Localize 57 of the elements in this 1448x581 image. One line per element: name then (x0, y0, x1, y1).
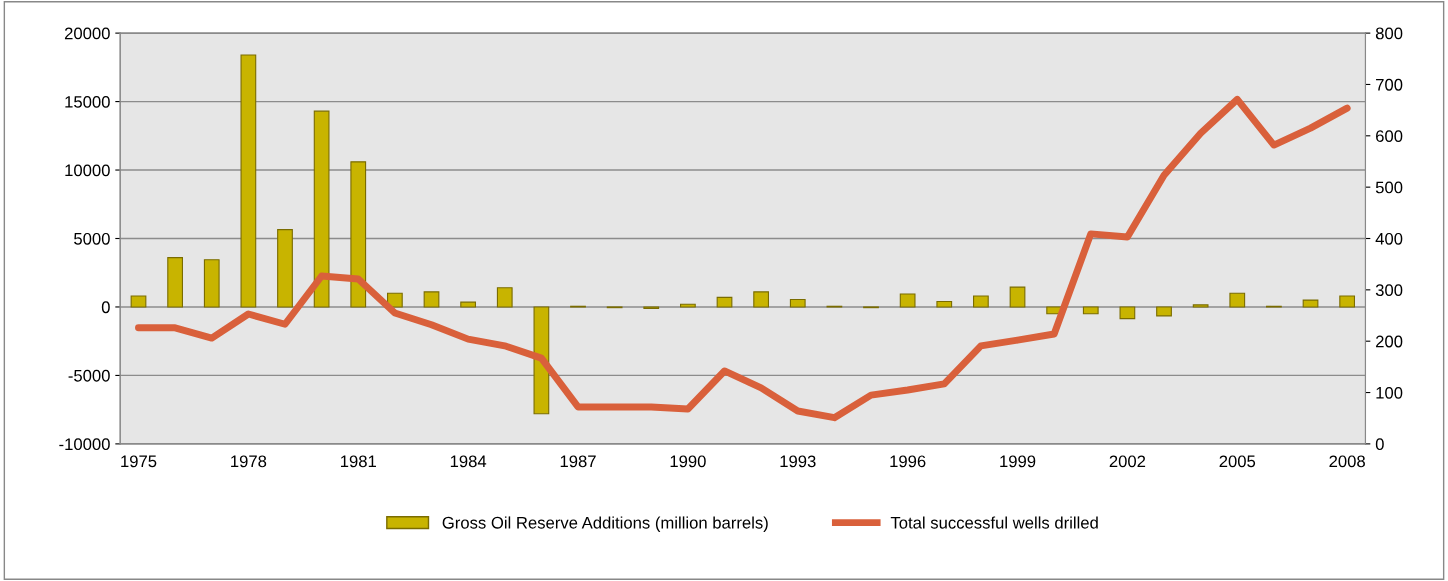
x-tick-label: 1993 (780, 455, 816, 468)
y-tick-label: -10000 (59, 438, 110, 451)
bar (313, 110, 330, 308)
bar (423, 291, 440, 308)
bar (936, 300, 953, 308)
bar (973, 295, 989, 308)
x-tick-label: 1978 (231, 455, 267, 468)
bar (753, 291, 770, 308)
y2-tick-label: 100 (1376, 386, 1403, 399)
x-tick-label: 1984 (450, 455, 487, 468)
bar (1082, 306, 1099, 315)
bar (533, 306, 550, 415)
bar (680, 303, 696, 308)
y2-tick-label: 800 (1375, 27, 1403, 40)
bar (1192, 304, 1209, 308)
x-tick-label: 2002 (1109, 455, 1146, 468)
y2-tick-label: 600 (1376, 130, 1403, 143)
bar (460, 301, 477, 308)
y2-tick-label: 0 (1375, 438, 1384, 451)
bar (789, 298, 806, 308)
bar (899, 293, 916, 308)
bar (1302, 299, 1319, 308)
y-tick-label: 15000 (65, 95, 110, 108)
bar (1009, 286, 1026, 308)
bar (716, 296, 733, 308)
x-tick-label: 1999 (1000, 455, 1036, 468)
legend-label: Gross Oil Reserve Additions (million barrels) (442, 516, 768, 532)
x-tick-label: 1990 (670, 455, 706, 468)
y-tick-label: 10000 (65, 164, 110, 177)
y-tick-label: 0 (101, 301, 110, 314)
bar (130, 295, 147, 308)
bar (167, 257, 184, 308)
bar (350, 161, 367, 308)
bar (496, 287, 513, 308)
bar (1229, 292, 1246, 308)
y2-tick-label: 200 (1376, 335, 1403, 348)
y2-tick-label: 300 (1375, 284, 1403, 297)
x-tick-label: 2008 (1329, 455, 1365, 468)
x-tick-label: 1987 (560, 455, 596, 468)
y2-tick-label: 400 (1375, 232, 1403, 245)
y-tick-label: 5000 (74, 232, 110, 245)
y-tick-label: 20000 (64, 27, 110, 40)
y2-tick-label: 500 (1375, 181, 1403, 194)
bar (277, 229, 293, 308)
bar (203, 259, 220, 308)
legend-label: Total successful wells drilled (890, 516, 1098, 529)
y2-tick-label: 700 (1376, 78, 1403, 91)
bar (1156, 306, 1172, 317)
x-tick-label: 1975 (121, 455, 157, 468)
bar (1339, 295, 1356, 308)
x-tick-label: 1981 (340, 455, 376, 468)
x-tick-label: 1996 (890, 455, 926, 468)
x-tick-label: 2005 (1219, 455, 1256, 468)
bar (240, 54, 257, 308)
bar (1119, 306, 1136, 320)
bar (386, 292, 403, 308)
y-tick-label: -5000 (68, 369, 110, 382)
